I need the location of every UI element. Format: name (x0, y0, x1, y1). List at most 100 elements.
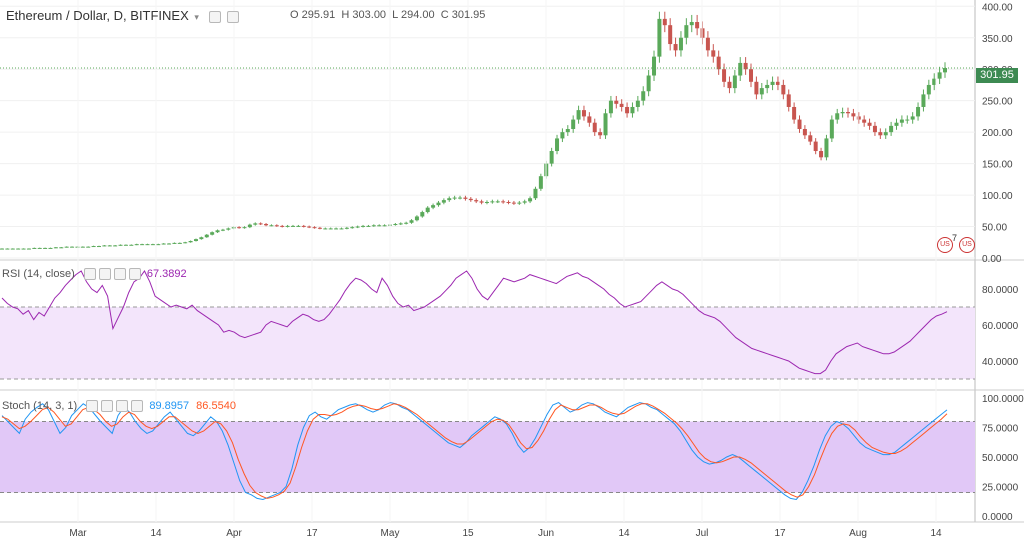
candle-body (344, 227, 349, 229)
visibility-icon[interactable] (208, 10, 221, 23)
candle-body (447, 198, 452, 201)
candle-body (711, 50, 716, 57)
candle-body (619, 103, 624, 107)
candle-body (113, 245, 118, 247)
candle-body (382, 225, 387, 227)
candle-body (716, 56, 721, 70)
candle-body (652, 56, 657, 76)
event-flag-icon[interactable]: US (937, 237, 953, 253)
candle-body (177, 242, 182, 244)
rsi-close-icon[interactable] (113, 268, 126, 281)
candle-body (662, 18, 667, 26)
candle-body (824, 138, 829, 158)
candle-body (689, 22, 694, 26)
time-tick-label: 14 (930, 528, 942, 539)
candle-body (172, 242, 177, 244)
candle-body (339, 228, 344, 230)
stoch-more-icon[interactable] (131, 400, 144, 413)
candle-body (204, 234, 209, 238)
candle-body (872, 125, 877, 133)
candle-body (749, 69, 754, 82)
candle-body (167, 243, 172, 245)
candle-body (722, 69, 727, 82)
candle-body (10, 248, 15, 250)
candle-body (501, 201, 506, 203)
stoch-legend[interactable]: Stoch (14, 3, 1) 89.8957 86.5540 (2, 400, 236, 413)
candle-body (943, 67, 947, 73)
candle-body (285, 225, 290, 227)
candle-body (118, 244, 123, 246)
price-tick-label: 0.00 (982, 254, 1002, 265)
candle-body (781, 84, 786, 95)
candle-body (328, 228, 333, 230)
ohlc-close: 301.95 (451, 9, 486, 21)
candle-body (107, 245, 112, 247)
rsi-band (0, 307, 975, 379)
candle-body (910, 116, 915, 120)
candle-body (199, 237, 204, 240)
rsi-more-icon[interactable] (128, 268, 141, 281)
candle-body (759, 88, 764, 95)
stoch-settings-icon[interactable] (101, 400, 114, 413)
candle-body (797, 119, 802, 129)
candle-body (237, 227, 242, 229)
candle-body (226, 228, 231, 230)
candle-body (565, 129, 570, 133)
candle-body (792, 106, 797, 120)
candle-body (560, 132, 565, 139)
stoch-tick-label: 50.0000 (982, 453, 1019, 464)
candle-body (587, 116, 592, 123)
candle-body (307, 226, 312, 228)
candle-body (926, 84, 931, 95)
candle-body (608, 100, 613, 114)
candle-body (641, 91, 646, 101)
candle-body (862, 119, 867, 123)
symbol-title[interactable]: Ethereum / Dollar, D, BITFINEX ▾ (6, 8, 242, 23)
rsi-line (1, 270, 948, 375)
stoch-band (0, 421, 975, 493)
stoch-close-icon[interactable] (116, 400, 129, 413)
settings-icon[interactable] (227, 10, 240, 23)
candle-body (371, 225, 376, 227)
time-tick-label: Jun (538, 528, 554, 539)
time-tick-label: Mar (69, 528, 87, 539)
candle-body (635, 100, 640, 107)
candle-body (253, 223, 258, 225)
candle-body (269, 225, 274, 227)
candle-body (48, 247, 53, 249)
candle-body (754, 81, 759, 95)
stoch-visibility-icon[interactable] (86, 400, 99, 413)
collapse-chevron-icon[interactable]: ▾ (194, 12, 199, 22)
candle-body (86, 246, 91, 248)
price-tick-label: 150.00 (982, 160, 1013, 171)
stoch-k-line (1, 402, 948, 501)
candle-body (102, 245, 107, 247)
time-tick-label: 15 (462, 528, 474, 539)
candle-body (517, 202, 522, 204)
candle-body (183, 242, 188, 244)
candle-body (479, 201, 484, 203)
candle-body (646, 75, 651, 92)
rsi-visibility-icon[interactable] (83, 268, 96, 281)
symbol-title-text: Ethereum / Dollar, D, BITFINEX (6, 8, 189, 23)
candle-body (732, 75, 737, 89)
candle-body (695, 22, 700, 29)
candle-body (398, 223, 403, 225)
candle-body (64, 246, 69, 248)
event-flag-icon-2[interactable]: US (959, 237, 975, 253)
last-price-badge: 301.95 (976, 68, 1018, 83)
candle-body (555, 138, 560, 152)
rsi-settings-icon[interactable] (98, 268, 111, 281)
candle-body (889, 125, 894, 133)
candle-body (91, 246, 96, 248)
candle-body (846, 112, 851, 114)
candle-body (813, 141, 818, 152)
candle-body (581, 110, 586, 117)
stoch-tick-label: 100.0000 (982, 394, 1024, 405)
candle-body (70, 246, 75, 248)
rsi-legend[interactable]: RSI (14, close) 67.3892 (2, 268, 187, 281)
price-tick-label: 250.00 (982, 97, 1013, 108)
candle-body (878, 132, 883, 136)
candle-body (334, 228, 339, 230)
